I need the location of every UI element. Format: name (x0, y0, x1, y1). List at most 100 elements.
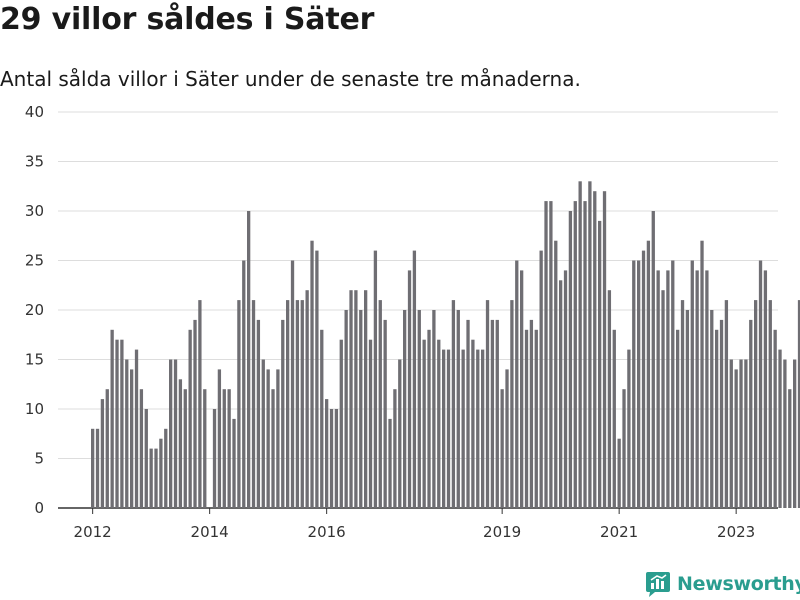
bar (203, 389, 207, 508)
bar (505, 369, 509, 508)
bar (173, 359, 178, 508)
y-tick-label: 20 (25, 301, 44, 319)
bar (320, 329, 324, 508)
y-tick-label: 40 (25, 103, 44, 121)
bar (568, 211, 573, 508)
bar (261, 359, 265, 508)
bar (602, 191, 607, 508)
bar (666, 270, 670, 508)
bar (125, 359, 129, 508)
bar (373, 250, 378, 508)
bar (247, 211, 251, 508)
bar (442, 349, 446, 508)
bar (139, 389, 144, 508)
x-tick-label: 2021 (600, 523, 638, 541)
bar (500, 389, 504, 508)
y-axis-ticks: 0 5 10 15 20 25 30 35 40 (25, 103, 44, 517)
bar (427, 329, 431, 508)
bar (559, 280, 563, 508)
x-tick-label: 2012 (74, 523, 112, 541)
bar (680, 300, 685, 508)
bar (471, 339, 475, 508)
bar (417, 310, 421, 508)
bar (544, 201, 548, 508)
bar (573, 201, 577, 508)
bar (461, 349, 465, 508)
bar (432, 310, 436, 508)
bar (583, 201, 587, 508)
bar (115, 339, 119, 508)
bar (793, 359, 797, 508)
bar (632, 260, 636, 508)
bar (529, 319, 534, 508)
bar (715, 329, 719, 508)
x-tick-label: 2019 (483, 523, 521, 541)
bar (217, 369, 222, 508)
bar (724, 300, 729, 508)
bar (193, 319, 197, 508)
x-axis-ticks: 2012201420162019202120232025 (74, 508, 755, 541)
bar (495, 319, 499, 508)
bar (515, 260, 519, 508)
bar (154, 448, 158, 508)
bar (276, 369, 280, 508)
bar (212, 409, 217, 508)
y-tick-label: 15 (25, 351, 44, 369)
y-tick-label: 10 (25, 400, 44, 418)
bar (481, 349, 485, 508)
bar (490, 319, 495, 508)
bar (144, 409, 148, 508)
bar (729, 359, 733, 508)
bar (734, 369, 738, 508)
bar (534, 329, 538, 508)
bar (339, 339, 343, 508)
newsworthy-logo: Newsworthy (645, 569, 800, 599)
bar (524, 329, 529, 508)
bar (310, 240, 314, 508)
bar (744, 359, 748, 508)
brand-name: Newsworthy (677, 573, 800, 595)
bar (232, 418, 236, 508)
bar (105, 389, 109, 508)
bar (607, 290, 612, 508)
bar (539, 250, 543, 508)
bar (451, 300, 456, 508)
bar (690, 260, 694, 508)
bar (378, 300, 382, 508)
bar (398, 359, 402, 508)
bar (237, 300, 241, 508)
bar (300, 300, 304, 508)
bar (422, 339, 426, 508)
bar (130, 369, 134, 508)
bar (412, 250, 417, 508)
bar (695, 270, 699, 508)
bar (344, 310, 348, 508)
bar (349, 290, 353, 508)
bar (719, 319, 724, 508)
bar (295, 300, 300, 508)
bar (120, 339, 124, 508)
bar (188, 329, 192, 508)
bar (456, 310, 460, 508)
bar (159, 438, 163, 508)
bar (164, 428, 168, 508)
bar (656, 270, 660, 508)
bar (286, 300, 290, 508)
bar (685, 310, 690, 508)
bar (593, 191, 597, 508)
bar (383, 319, 387, 508)
bar (554, 240, 558, 508)
bar (598, 220, 602, 508)
bar (676, 329, 680, 508)
bar (281, 319, 285, 508)
bar (758, 260, 763, 508)
bar (183, 389, 187, 508)
bar (739, 359, 743, 508)
bar (646, 240, 651, 508)
bar (271, 389, 275, 508)
bar (242, 260, 246, 508)
bar (778, 349, 782, 508)
bar (661, 290, 665, 508)
bar (510, 300, 514, 508)
